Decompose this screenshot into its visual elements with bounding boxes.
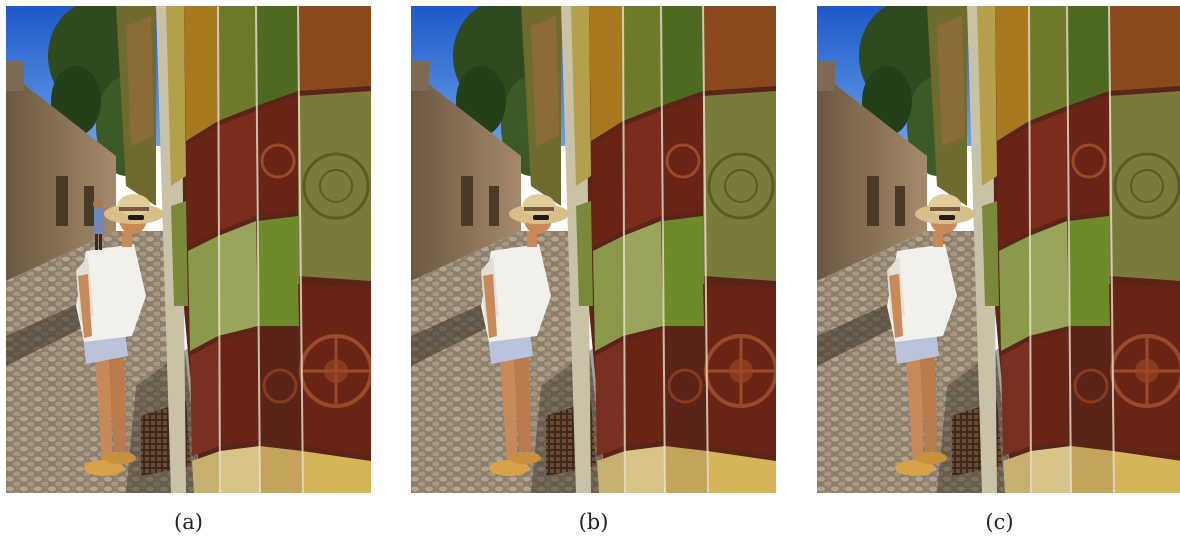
caption-a: (a) [174,510,203,534]
photo-edited-b [411,6,776,493]
photo-edited-c [817,6,1180,493]
background-person [93,199,103,250]
panel-a: (a) [6,0,371,543]
panel-b: (b) [411,0,776,543]
panel-c: (c) [817,0,1180,543]
caption-b: (b) [578,510,609,534]
photo-original [6,6,371,493]
caption-c: (c) [985,510,1014,534]
